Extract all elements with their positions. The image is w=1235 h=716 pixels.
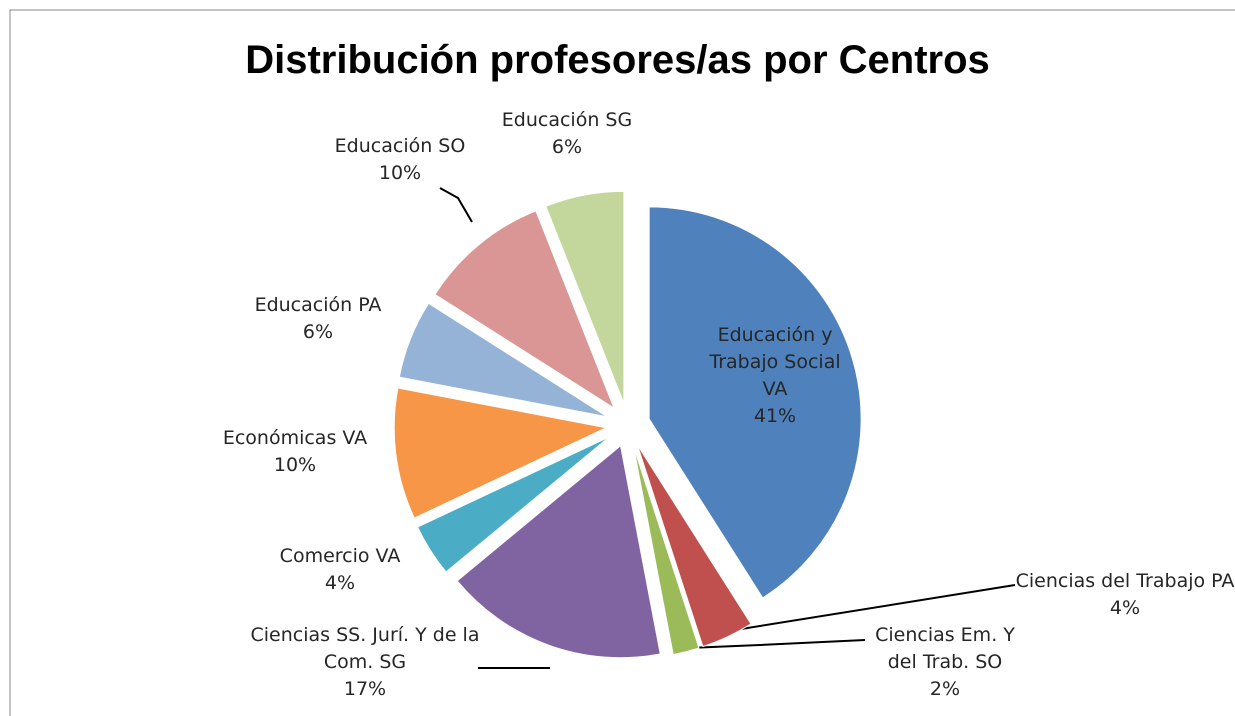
pie-slice bbox=[398, 302, 608, 418]
slice-label: Educación SO 10% bbox=[310, 133, 490, 187]
pie-slice bbox=[456, 444, 661, 659]
category-label: Comercio VA bbox=[279, 545, 401, 567]
pie-slice bbox=[636, 444, 752, 648]
slice-label: Ciencias SS. Jurí. Y de la Com. SG 17% bbox=[245, 622, 485, 703]
leader-line bbox=[687, 639, 866, 649]
value-label: 2% bbox=[929, 678, 961, 700]
value-label: 6% bbox=[302, 321, 334, 343]
slice-label: Educación y Trabajo Social VA 41% bbox=[700, 322, 850, 430]
value-label: 10% bbox=[378, 162, 422, 184]
value-label: 41% bbox=[753, 405, 797, 427]
value-label: 4% bbox=[324, 572, 356, 594]
slice-label: Ciencias del Trabajo PA 4% bbox=[1013, 568, 1235, 622]
slice-label: Educación PA 6% bbox=[238, 292, 398, 346]
pie-slice bbox=[545, 190, 625, 404]
category-label: Ciencias del Trabajo PA bbox=[1015, 570, 1235, 592]
pie-slice bbox=[416, 436, 610, 573]
frame bbox=[9, 9, 1235, 716]
slice-label: Económicas VA 10% bbox=[205, 425, 385, 479]
category-label: Ciencias SS. Jurí. Y de la Com. SG bbox=[250, 624, 480, 673]
chart-title: Distribución profesores/as por Centros bbox=[245, 38, 990, 82]
pie-slice bbox=[393, 387, 608, 519]
leader-line bbox=[439, 187, 473, 223]
slice-label: Educación SG 6% bbox=[482, 107, 652, 161]
pie-slice bbox=[434, 210, 616, 410]
category-label: Educación PA bbox=[254, 294, 382, 316]
value-label: 6% bbox=[551, 136, 583, 158]
value-label: 10% bbox=[273, 454, 317, 476]
category-label: Educación SG bbox=[501, 109, 633, 131]
value-label: 17% bbox=[343, 678, 387, 700]
slice-label: Ciencias Em. Y del Trab. SO 2% bbox=[860, 622, 1030, 703]
value-label: 4% bbox=[1109, 597, 1141, 619]
category-label: Educación y Trabajo Social VA bbox=[709, 324, 841, 400]
category-label: Económicas VA bbox=[222, 427, 368, 449]
slice-label: Comercio VA 4% bbox=[260, 543, 420, 597]
leader-line bbox=[734, 584, 1016, 631]
category-label: Ciencias Em. Y del Trab. SO bbox=[875, 624, 1015, 673]
pie-slice bbox=[632, 446, 700, 656]
category-label: Educación SO bbox=[334, 135, 466, 157]
pie-slice bbox=[648, 206, 862, 599]
